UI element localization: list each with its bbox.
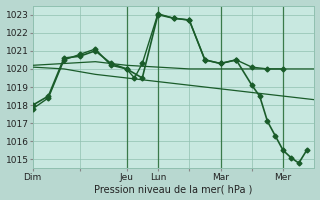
X-axis label: Pression niveau de la mer( hPa ): Pression niveau de la mer( hPa ) — [94, 184, 253, 194]
